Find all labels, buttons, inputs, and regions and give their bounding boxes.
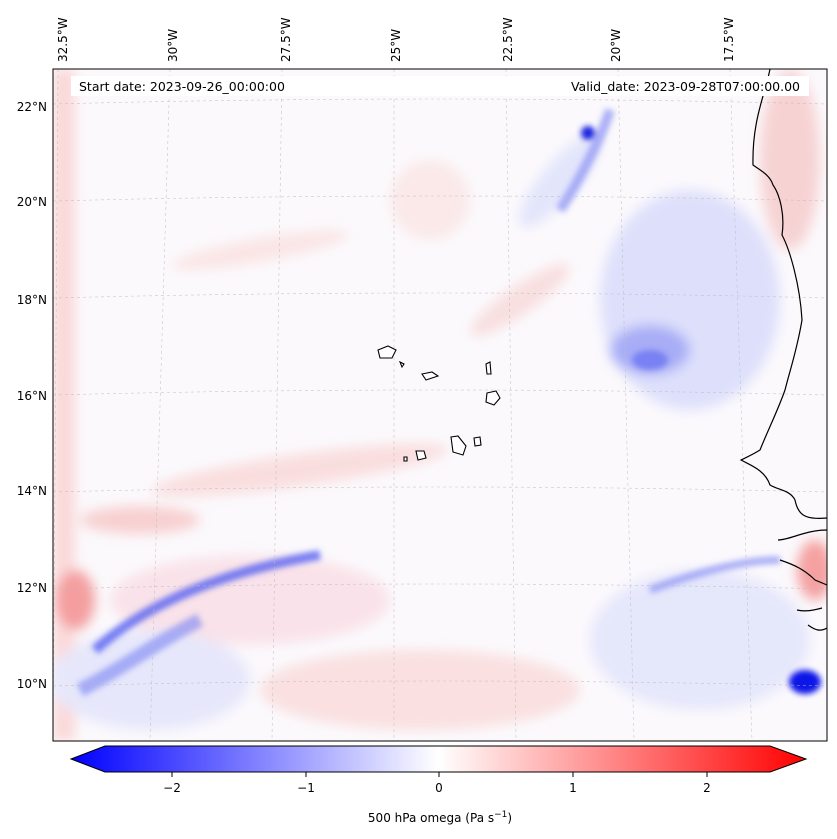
lat-label-20n: 20°N [17,195,47,209]
colorbar-tick-1: 1 [569,781,577,795]
lon-label-17-5w: 17.5°W [722,17,736,62]
lat-label-12n: 12°N [17,581,47,595]
lon-label-32-5w: 32.5°W [56,17,70,62]
lat-label-14n: 14°N [17,484,47,498]
graticule [53,69,827,741]
colorbar-scale [69,745,808,773]
lon-label-20w: 20°W [609,29,623,62]
lon-label-25w: 25°W [389,29,403,62]
colorbar-label: 500 hPa omega (Pa s−1) [368,810,512,825]
lon-label-22-5w: 22.5°W [501,17,515,62]
colorbar-tick-2: 2 [703,781,711,795]
colorbar-tick-0: 0 [435,781,443,795]
lat-label-10n: 10°N [17,677,47,691]
colorbar-tick-minus-1: −1 [297,781,315,795]
longitude-labels: 32.5°W 30°W 27.5°W 25°W 22.5°W 20°W 17.5… [56,17,736,62]
lon-label-27-5w: 27.5°W [279,17,293,62]
colorbar-tick-minus-2: −2 [163,781,181,795]
header-background [71,76,809,96]
colorbar-ticks [171,772,708,777]
lon-label-30w: 30°W [166,29,180,62]
map-frame [52,68,828,742]
lat-label-16n: 16°N [17,389,47,403]
valid-date-label: Valid_date: 2023-09-28T07:00:00.00 [571,79,800,94]
omega-field [53,69,827,741]
latitude-labels: 22°N 20°N 18°N 16°N 14°N 12°N 10°N [17,100,47,691]
coastline [739,69,827,631]
colorbar: −2 −1 0 1 2 500 hPa omega (Pa s−1) [69,745,808,825]
lat-label-22n: 22°N [17,100,47,114]
start-date-label: Start date: 2023-09-26_00:00:00 [79,79,285,94]
lat-label-18n: 18°N [17,293,47,307]
cape-verde-islands [377,345,501,462]
